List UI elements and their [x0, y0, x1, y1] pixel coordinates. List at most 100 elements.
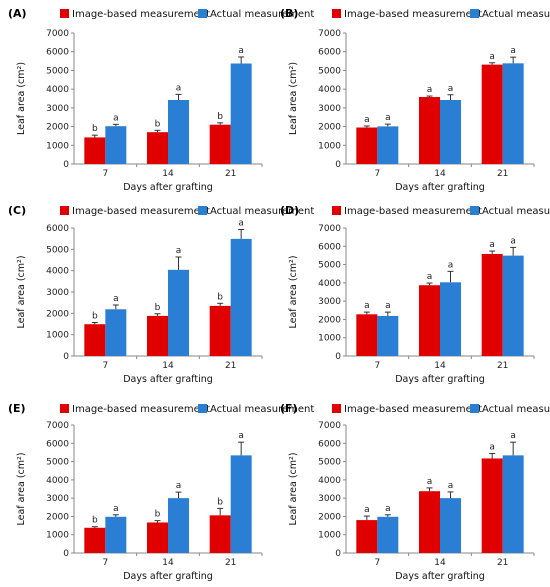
x-tick-label: 7: [102, 558, 108, 568]
bar: [209, 515, 231, 553]
bar: [481, 458, 503, 553]
significance-letter: a: [489, 52, 495, 62]
y-tick-label: 6000: [46, 439, 69, 449]
y-axis-label: Leaf area (cm²): [16, 452, 27, 525]
y-tick-label: 4000: [46, 476, 69, 486]
bar: [84, 527, 106, 553]
y-tick-label: 5000: [46, 66, 69, 76]
x-axis-label: Days after grafting: [395, 182, 485, 193]
chart-panel: (C) Image-based measurement Actual measure…: [8, 204, 314, 385]
y-tick-label: 1000: [46, 331, 69, 341]
x-tick-label: 7: [374, 361, 380, 371]
x-axis-label: Days after grafting: [123, 571, 213, 582]
y-tick-label: 1000: [46, 141, 69, 151]
bar: [419, 285, 440, 356]
legend-label: Image-based measurement: [72, 404, 210, 415]
y-tick-label: 0: [63, 549, 69, 559]
bar: [168, 498, 189, 553]
significance-letter: a: [113, 294, 119, 304]
bar: [105, 516, 127, 553]
y-tick-label: 2000: [318, 512, 341, 522]
y-tick-label: 0: [63, 160, 69, 170]
bar: [481, 253, 503, 356]
x-tick-label: 21: [225, 361, 236, 371]
panel-label: (F): [280, 402, 298, 415]
bar: [168, 99, 189, 164]
significance-letter: a: [113, 113, 119, 123]
legend-label: Image-based measurement: [344, 404, 482, 415]
significance-letter: a: [489, 443, 495, 453]
significance-letter: b: [155, 303, 161, 313]
bar: [356, 127, 378, 164]
x-axis-label: Days after grafting: [123, 182, 213, 193]
x-axis-label: Days after grafting: [395, 374, 485, 385]
bar: [84, 137, 106, 164]
chart-panel: (A) Image-based measurement Actual measure…: [8, 7, 314, 193]
x-tick-label: 21: [497, 361, 508, 371]
significance-letter: a: [448, 481, 454, 491]
y-tick-label: 3000: [318, 297, 341, 307]
y-tick-label: 4000: [318, 476, 341, 486]
y-tick-label: 1000: [318, 531, 341, 541]
significance-letter: a: [238, 46, 244, 56]
legend-swatch: [332, 206, 341, 215]
x-tick-label: 14: [434, 169, 446, 179]
y-tick-label: 7000: [318, 224, 341, 234]
bar: [440, 282, 461, 356]
bar: [147, 132, 168, 164]
significance-letter: a: [427, 477, 433, 487]
significance-letter: a: [510, 46, 516, 56]
significance-letter: a: [364, 505, 370, 515]
panel-label: (B): [280, 7, 298, 20]
significance-letter: b: [155, 510, 161, 520]
y-tick-label: 5000: [318, 66, 341, 76]
bar: [419, 491, 440, 553]
y-tick-label: 7000: [318, 421, 341, 431]
x-tick-label: 14: [434, 558, 446, 568]
x-axis-label: Days after grafting: [395, 571, 485, 582]
legend-label: Image-based measurement: [72, 206, 210, 217]
significance-letter: a: [385, 504, 391, 514]
significance-letter: a: [427, 272, 433, 282]
y-tick-label: 2000: [318, 123, 341, 133]
bar: [147, 315, 168, 356]
y-tick-label: 7000: [46, 29, 69, 39]
y-tick-label: 3000: [318, 494, 341, 504]
significance-letter: b: [217, 112, 223, 122]
legend-label: Actual measurement: [210, 404, 314, 415]
bar: [230, 238, 252, 356]
significance-letter: a: [510, 431, 516, 441]
y-tick-label: 4000: [46, 85, 69, 95]
y-tick-label: 3000: [46, 494, 69, 504]
y-axis-label: Leaf area (cm²): [288, 452, 299, 525]
y-tick-label: 1000: [318, 141, 341, 151]
y-tick-label: 0: [335, 160, 341, 170]
x-tick-label: 7: [374, 558, 380, 568]
y-tick-label: 0: [335, 549, 341, 559]
bar: [502, 455, 524, 553]
legend-swatch: [198, 9, 207, 18]
y-tick-label: 2000: [46, 123, 69, 133]
legend-swatch: [60, 206, 69, 215]
y-axis-label: Leaf area (cm²): [288, 62, 299, 135]
legend-label: Image-based measurement: [344, 206, 482, 217]
bar: [377, 516, 399, 553]
x-tick-label: 14: [434, 361, 446, 371]
x-tick-label: 21: [497, 558, 508, 568]
legend-swatch: [198, 206, 207, 215]
legend-label: Actual measurement: [482, 206, 550, 217]
y-tick-label: 2000: [318, 315, 341, 325]
y-tick-label: 4000: [318, 85, 341, 95]
significance-letter: b: [217, 292, 223, 302]
legend-label: Actual measurement: [482, 9, 550, 20]
significance-letter: a: [448, 260, 454, 270]
legend-label: Actual measurement: [210, 9, 314, 20]
significance-letter: a: [510, 236, 516, 246]
significance-letter: a: [176, 83, 182, 93]
x-tick-label: 7: [374, 169, 380, 179]
significance-letter: b: [155, 119, 161, 129]
legend-label: Image-based measurement: [72, 9, 210, 20]
